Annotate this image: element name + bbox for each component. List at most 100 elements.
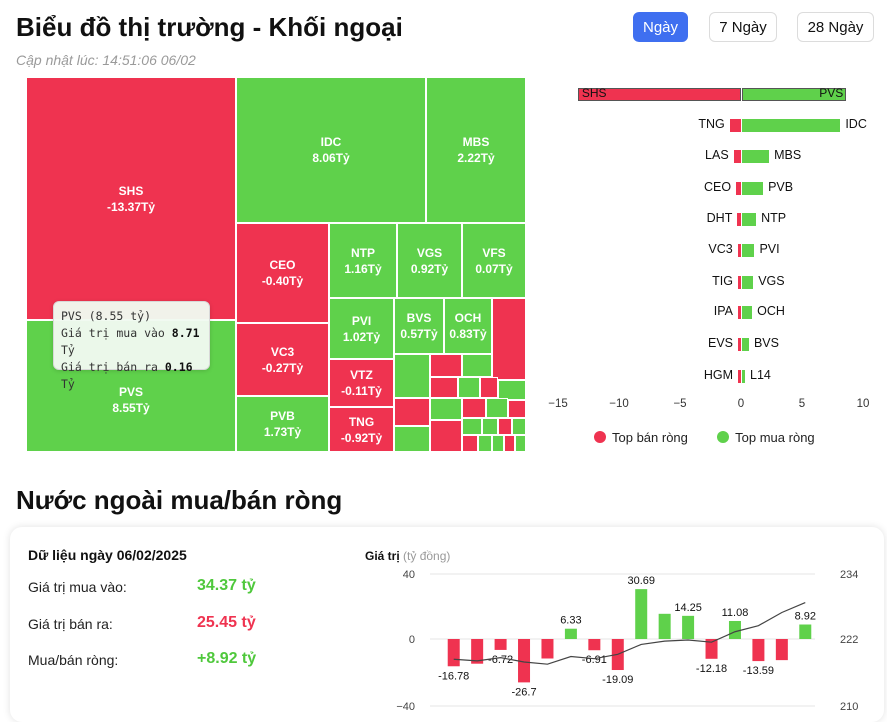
tile-tng[interactable]: TNG -0.92Tỷ [329,407,394,452]
net-value: +8.92 tỷ [197,650,257,667]
range-7day-button[interactable]: 7 Ngày [709,12,777,42]
axis-tick: 0 [737,398,745,410]
sell-bar[interactable] [736,181,741,195]
tile-bvs[interactable]: BVS 0.57Tỷ [394,298,444,354]
tile-small[interactable] [462,354,492,377]
tile-pvi[interactable]: PVI 1.02Tỷ [329,298,394,359]
tile-name: CEO [269,258,296,272]
legend-sell[interactable]: Top bán ròng [612,430,688,445]
axis-tick: −5 [673,398,687,410]
bar-label-sell: IPA [713,304,733,318]
sell-bar[interactable] [577,87,741,101]
tile-small[interactable] [478,435,492,452]
tile-small[interactable] [504,435,515,452]
buy-bar[interactable] [742,149,770,163]
tile-och[interactable]: OCH 0.83Tỷ [444,298,492,354]
bar-value-label: -6.91 [582,654,607,666]
tile-value: -0.92Tỷ [340,430,383,445]
tile-small[interactable] [462,418,482,435]
sell-bar[interactable] [738,337,741,351]
tile-pvb[interactable]: PVB 1.73Tỷ [236,396,329,452]
buy-bar[interactable] [742,275,754,289]
buy-label: Giá trị mua vào: [28,579,127,595]
tile-vc3[interactable]: VC3 -0.27Tỷ [236,323,329,396]
tile-value: 0.83Tỷ [449,327,487,341]
tile-small[interactable] [498,380,526,400]
tile-mbs[interactable]: MBS 2.22Tỷ [426,77,526,223]
net-bar [494,639,507,650]
tooltip-buy-label: Giá trị mua vào [61,326,165,340]
section-title: Nước ngoài mua/bán ròng [16,485,343,515]
tile-small[interactable] [394,426,430,452]
buy-bar[interactable] [742,181,764,195]
tile-small[interactable] [482,418,498,435]
tile-vtz[interactable]: VTZ -0.11Tỷ [329,359,394,407]
tile-small[interactable] [508,400,526,418]
tile-name: PVB [270,409,295,423]
sell-bar[interactable] [729,118,741,132]
bar-value-label: -12.18 [696,663,727,675]
tile-small[interactable] [430,420,462,452]
tile-small[interactable] [462,398,486,418]
range-day-button[interactable]: Ngày [633,12,688,42]
tile-small[interactable] [486,398,508,418]
tile-name: IDC [320,135,342,149]
bar-label-buy: BVS [753,336,779,350]
tile-vgs[interactable]: VGS 0.92Tỷ [397,223,462,298]
chart-ylabel-text: Giá trị [365,549,400,563]
bar-label-buy: VGS [758,274,785,288]
range-28day-button[interactable]: 28 Ngày [797,12,874,42]
buy-bar[interactable] [742,369,745,383]
tile-name: PVS [118,385,143,399]
net-bar [447,639,460,667]
buy-bar[interactable] [742,118,841,132]
sell-bar[interactable] [733,149,741,163]
buy-bar[interactable] [742,305,753,319]
tile-small[interactable] [512,418,526,435]
tile-shs[interactable]: SHS -13.37Tỷ [26,77,236,320]
y2-tick: 234 [840,569,858,581]
buy-bar[interactable] [742,243,755,257]
buy-legend-dot [717,431,730,443]
tile-small[interactable] [492,435,504,452]
bar-label-buy: PVB [768,180,794,194]
treemap: SHS -13.37Tỷ PVS 8.55Tỷ IDC 8.06Tỷ MBS 2… [26,77,526,452]
tile-small[interactable] [394,354,430,398]
tile-small[interactable] [515,435,526,452]
sell-bar[interactable] [737,243,741,257]
tile-small[interactable] [462,435,478,452]
tile-name: OCH [454,311,482,325]
bar-label-sell: HGM [703,368,733,382]
tooltip-unit: Tỷ [61,377,75,391]
tile-small[interactable] [480,377,498,398]
sell-value: 25.45 tỷ [197,614,256,631]
sell-bar[interactable] [738,305,741,319]
tile-small[interactable] [498,418,512,435]
buy-bar[interactable] [742,212,757,226]
bar-label-buy: IDC [845,117,867,131]
tile-idc[interactable]: IDC 8.06Tỷ [236,77,426,223]
legend-buy[interactable]: Top mua ròng [735,430,815,445]
tile-small[interactable] [492,298,526,380]
sell-bar[interactable] [738,369,741,383]
bar-label-sell: SHS [581,86,607,100]
tile-small[interactable] [430,398,462,420]
bar-label-buy: MBS [774,148,802,162]
tile-ceo[interactable]: CEO -0.40Tỷ [236,223,329,323]
tile-small[interactable] [430,354,462,377]
sell-bar[interactable] [737,212,741,226]
tile-small[interactable] [394,398,430,426]
net-bar [799,624,812,639]
tile-vfs[interactable]: VFS 0.07Tỷ [462,223,526,298]
buy-bar[interactable] [742,337,749,351]
treemap-tooltip: PVS (8.55 tỷ) Giá trị mua vào 8.71 Tỷ Gi… [53,301,210,391]
buy-value: 34.37 tỷ [197,577,256,594]
tile-ntp[interactable]: NTP 1.16Tỷ [329,223,397,298]
tile-small[interactable] [458,377,480,398]
buy-bar[interactable] [742,87,847,101]
net-bar [682,615,695,639]
tile-small[interactable] [430,377,458,398]
net-bar-legend: Top bán ròng Top mua ròng [594,430,815,445]
tile-value: 0.57Tỷ [400,327,438,341]
sell-bar[interactable] [738,275,741,289]
